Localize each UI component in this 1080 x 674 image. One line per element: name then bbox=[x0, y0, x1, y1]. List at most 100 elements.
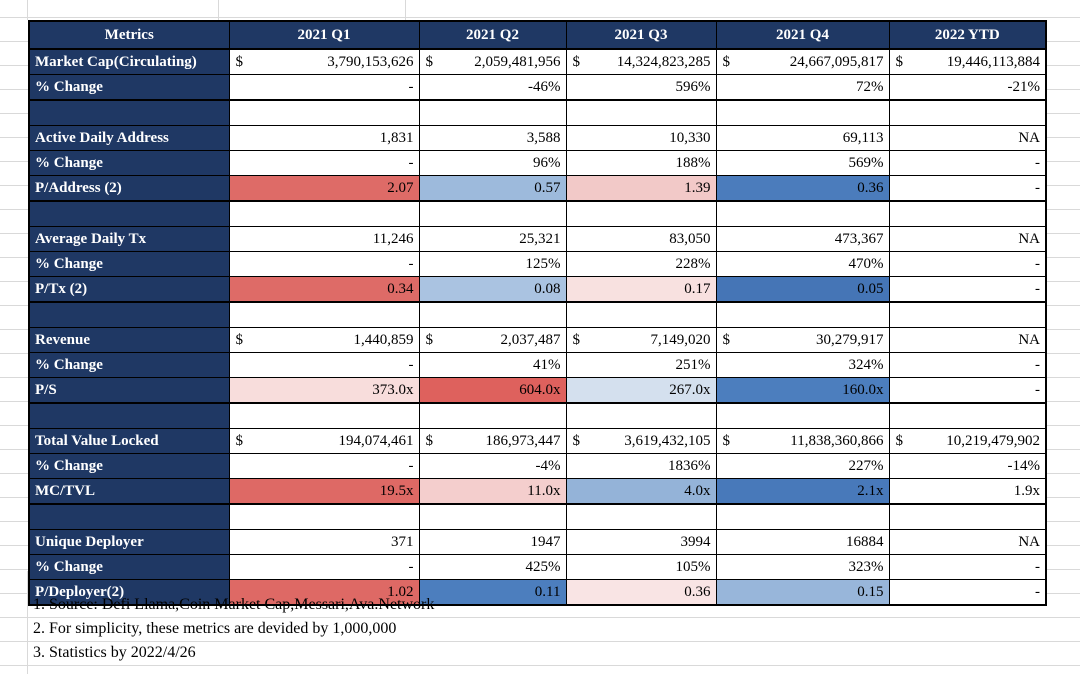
row-label[interactable] bbox=[28, 503, 230, 530]
table-cell[interactable]: - bbox=[888, 175, 1047, 202]
row-label[interactable] bbox=[28, 402, 230, 429]
table-cell[interactable]: 188% bbox=[565, 150, 717, 176]
table-cell[interactable]: 227% bbox=[715, 453, 890, 479]
row-label[interactable]: Active Daily Address bbox=[28, 125, 230, 151]
table-cell[interactable]: $194,074,461 bbox=[228, 428, 420, 454]
table-cell[interactable]: - bbox=[888, 377, 1047, 404]
table-cell[interactable] bbox=[565, 200, 717, 227]
table-cell[interactable]: $3,619,432,105 bbox=[565, 428, 717, 454]
table-cell[interactable]: 251% bbox=[565, 352, 717, 378]
table-cell[interactable]: 2.07 bbox=[228, 175, 420, 202]
column-header-metrics[interactable]: Metrics bbox=[28, 20, 230, 50]
table-cell[interactable]: 0.34 bbox=[228, 276, 420, 303]
table-cell[interactable]: 0.15 bbox=[715, 579, 890, 606]
table-cell[interactable] bbox=[565, 402, 717, 429]
table-cell[interactable]: - bbox=[888, 276, 1047, 303]
column-header[interactable]: 2021 Q4 bbox=[715, 20, 890, 50]
table-cell[interactable]: $2,059,481,956 bbox=[418, 48, 567, 75]
table-cell[interactable]: 72% bbox=[715, 74, 890, 101]
table-cell[interactable]: 470% bbox=[715, 251, 890, 277]
row-label[interactable] bbox=[28, 200, 230, 227]
table-cell[interactable]: $24,667,095,817 bbox=[715, 48, 890, 75]
table-cell[interactable]: 11.0x bbox=[418, 478, 567, 505]
column-header[interactable]: 2021 Q1 bbox=[228, 20, 420, 50]
row-label[interactable]: P/Deployer(2) bbox=[28, 579, 230, 606]
table-cell[interactable]: 1947 bbox=[418, 529, 567, 555]
table-cell[interactable]: $1,440,859 bbox=[228, 327, 420, 353]
table-cell[interactable]: 604.0x bbox=[418, 377, 567, 404]
table-cell[interactable]: 373.0x bbox=[228, 377, 420, 404]
table-cell[interactable]: $7,149,020 bbox=[565, 327, 717, 353]
table-cell[interactable]: $10,219,479,902 bbox=[888, 428, 1047, 454]
table-cell[interactable]: -14% bbox=[888, 453, 1047, 479]
row-label[interactable]: % Change bbox=[28, 453, 230, 479]
table-cell[interactable] bbox=[715, 99, 890, 126]
table-cell[interactable]: $11,838,360,866 bbox=[715, 428, 890, 454]
table-cell[interactable] bbox=[228, 99, 420, 126]
table-cell[interactable]: NA bbox=[888, 327, 1047, 353]
table-cell[interactable]: 1.02 bbox=[228, 579, 420, 606]
table-cell[interactable]: - bbox=[888, 554, 1047, 580]
table-cell[interactable] bbox=[565, 503, 717, 530]
table-cell[interactable]: - bbox=[228, 150, 420, 176]
table-cell[interactable]: NA bbox=[888, 226, 1047, 252]
table-cell[interactable]: 1.9x bbox=[888, 478, 1047, 505]
table-cell[interactable] bbox=[888, 402, 1047, 429]
table-cell[interactable]: 2.1x bbox=[715, 478, 890, 505]
row-label[interactable]: % Change bbox=[28, 352, 230, 378]
table-cell[interactable]: 0.11 bbox=[418, 579, 567, 606]
table-cell[interactable]: - bbox=[888, 150, 1047, 176]
table-cell[interactable] bbox=[418, 503, 567, 530]
table-cell[interactable]: 16884 bbox=[715, 529, 890, 555]
row-label[interactable]: Market Cap(Circulating) bbox=[28, 48, 230, 75]
table-cell[interactable] bbox=[888, 99, 1047, 126]
table-cell[interactable]: 324% bbox=[715, 352, 890, 378]
table-cell[interactable] bbox=[228, 200, 420, 227]
table-cell[interactable]: - bbox=[888, 251, 1047, 277]
table-cell[interactable]: $3,790,153,626 bbox=[228, 48, 420, 75]
table-cell[interactable]: 105% bbox=[565, 554, 717, 580]
table-cell[interactable] bbox=[715, 301, 890, 328]
table-cell[interactable] bbox=[565, 301, 717, 328]
table-cell[interactable]: - bbox=[888, 579, 1047, 606]
table-cell[interactable]: - bbox=[228, 352, 420, 378]
table-cell[interactable] bbox=[228, 503, 420, 530]
table-cell[interactable]: 0.57 bbox=[418, 175, 567, 202]
table-cell[interactable]: 69,113 bbox=[715, 125, 890, 151]
column-header[interactable]: 2021 Q3 bbox=[565, 20, 717, 50]
table-cell[interactable]: 125% bbox=[418, 251, 567, 277]
table-cell[interactable] bbox=[715, 402, 890, 429]
table-cell[interactable]: 0.17 bbox=[565, 276, 717, 303]
table-cell[interactable]: 83,050 bbox=[565, 226, 717, 252]
row-label[interactable]: % Change bbox=[28, 150, 230, 176]
table-cell[interactable]: 596% bbox=[565, 74, 717, 101]
table-cell[interactable] bbox=[888, 301, 1047, 328]
row-label[interactable]: P/S bbox=[28, 377, 230, 404]
row-label[interactable]: P/Address (2) bbox=[28, 175, 230, 202]
table-cell[interactable]: 0.08 bbox=[418, 276, 567, 303]
table-cell[interactable]: 25,321 bbox=[418, 226, 567, 252]
row-label[interactable]: Revenue bbox=[28, 327, 230, 353]
table-cell[interactable]: 11,246 bbox=[228, 226, 420, 252]
table-cell[interactable]: - bbox=[228, 453, 420, 479]
table-cell[interactable]: - bbox=[228, 554, 420, 580]
table-cell[interactable]: 0.36 bbox=[715, 175, 890, 202]
table-cell[interactable]: - bbox=[228, 74, 420, 101]
table-cell[interactable]: 0.05 bbox=[715, 276, 890, 303]
row-label[interactable]: Average Daily Tx bbox=[28, 226, 230, 252]
table-cell[interactable] bbox=[418, 200, 567, 227]
table-cell[interactable]: - bbox=[888, 352, 1047, 378]
table-cell[interactable]: 3994 bbox=[565, 529, 717, 555]
row-label[interactable]: Total Value Locked bbox=[28, 428, 230, 454]
column-header[interactable]: 2022 YTD bbox=[888, 20, 1047, 50]
table-cell[interactable] bbox=[418, 99, 567, 126]
table-cell[interactable]: 1836% bbox=[565, 453, 717, 479]
table-cell[interactable]: -46% bbox=[418, 74, 567, 101]
table-cell[interactable] bbox=[228, 402, 420, 429]
row-label[interactable]: % Change bbox=[28, 554, 230, 580]
table-cell[interactable]: 4.0x bbox=[565, 478, 717, 505]
row-label[interactable]: P/Tx (2) bbox=[28, 276, 230, 303]
table-cell[interactable]: $14,324,823,285 bbox=[565, 48, 717, 75]
table-cell[interactable]: NA bbox=[888, 125, 1047, 151]
table-cell[interactable]: $186,973,447 bbox=[418, 428, 567, 454]
